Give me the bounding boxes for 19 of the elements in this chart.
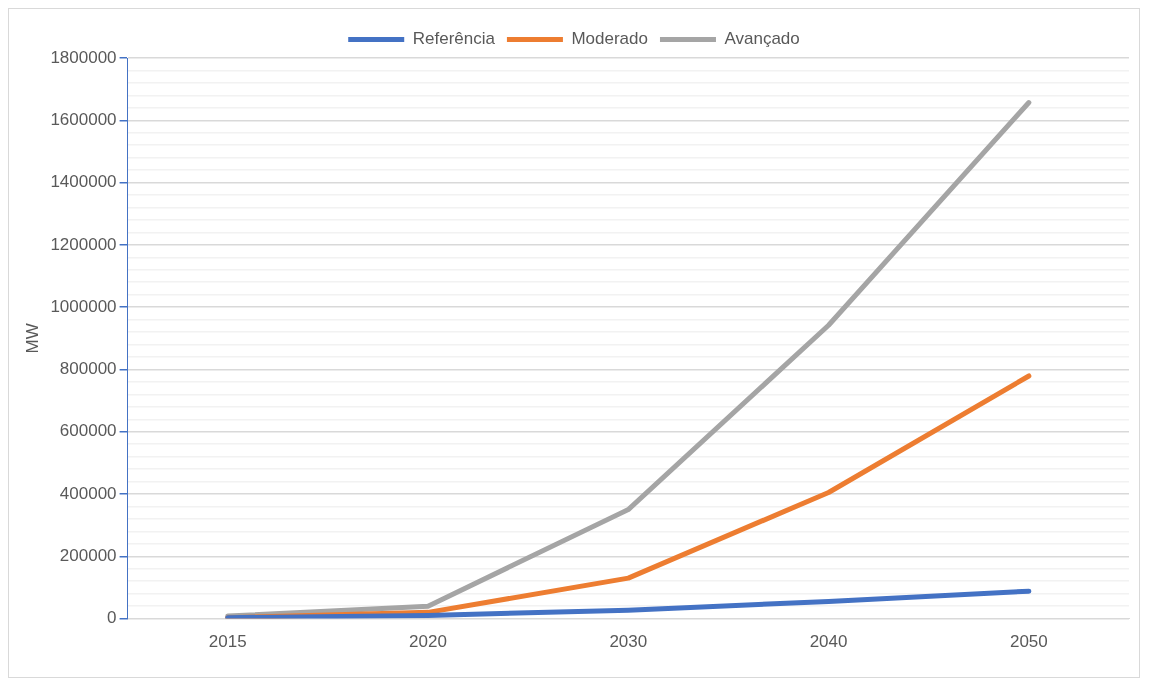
y-tick-label: 0: [107, 608, 117, 628]
x-tick-label: 2050: [1009, 632, 1048, 652]
y-tick-label: 1600000: [50, 109, 117, 129]
y-tick-label: 400000: [59, 483, 117, 503]
x-tick-label: 2015: [208, 632, 247, 652]
y-axis-title: MW: [22, 323, 42, 354]
y-tick-label: 1000000: [50, 296, 117, 316]
legend-label: Referência: [412, 29, 496, 49]
legend-label: Avançado: [724, 29, 800, 49]
legend-label: Moderado: [571, 29, 648, 49]
y-tick-label: 800000: [59, 359, 117, 379]
y-tick-label: 200000: [59, 546, 117, 565]
y-tick-label: 600000: [59, 421, 117, 441]
x-tick-label: 2040: [809, 632, 848, 652]
y-tick-label: 1400000: [50, 172, 117, 192]
y-tick-label: 1200000: [50, 234, 117, 254]
y-tick-label: 1800000: [50, 47, 117, 67]
x-tick-label: 2030: [609, 632, 648, 652]
x-tick-label: 2020: [409, 632, 447, 652]
